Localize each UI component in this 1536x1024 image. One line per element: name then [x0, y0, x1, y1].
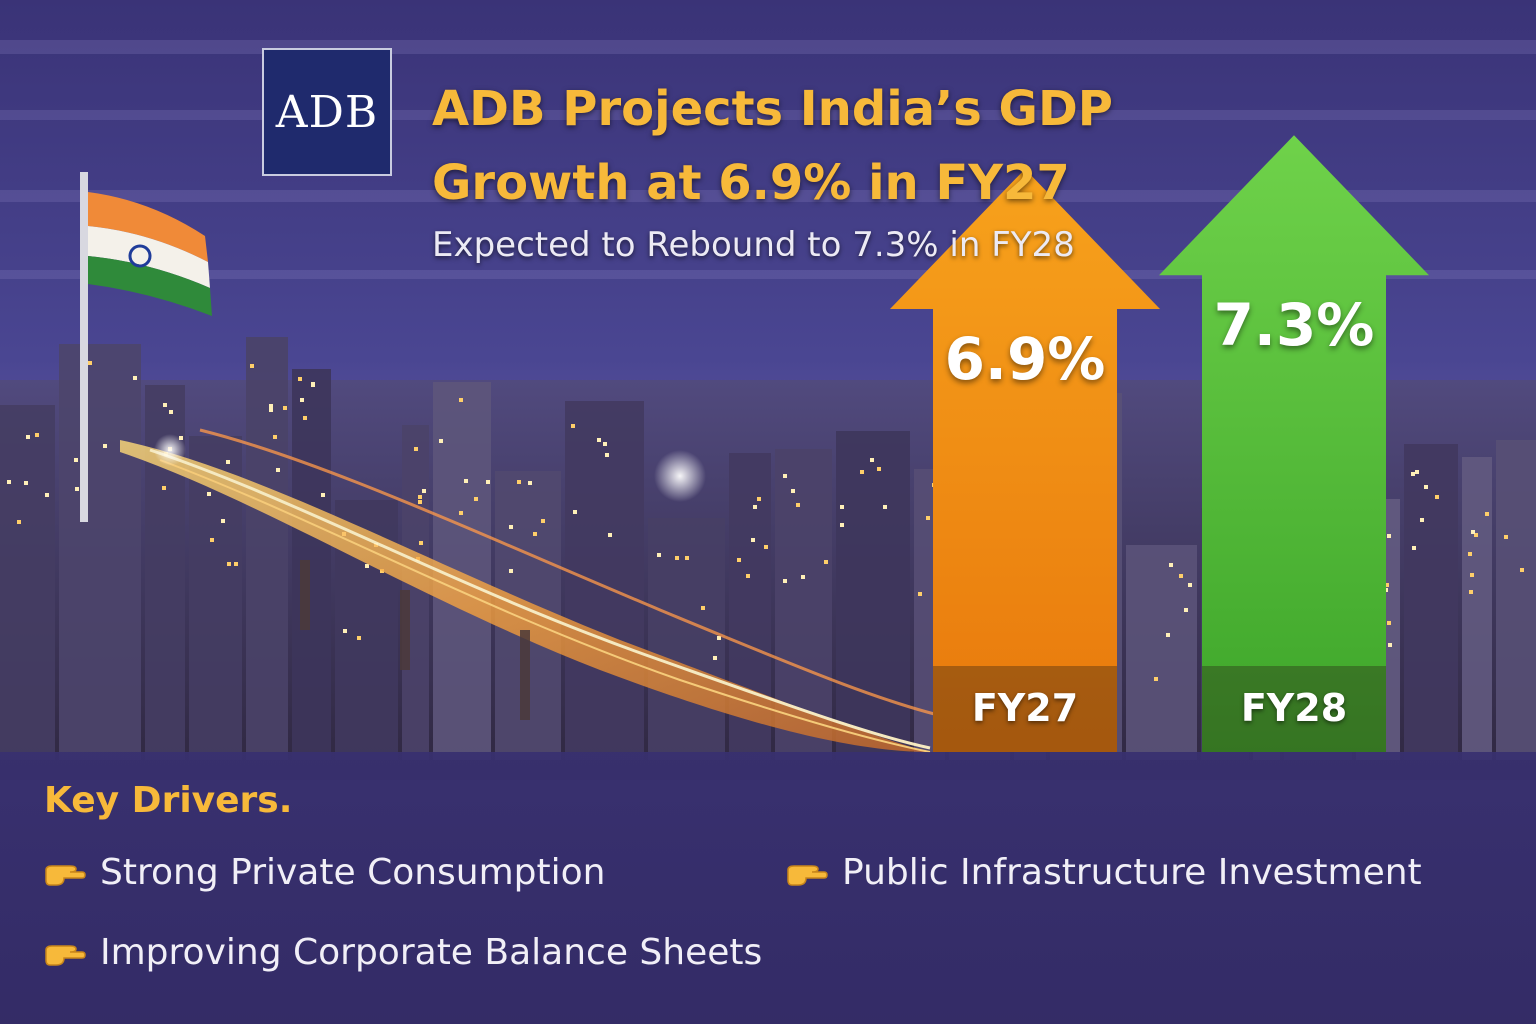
- driver-label: Improving Corporate Balance Sheets: [100, 932, 763, 973]
- driver-label: Strong Private Consumption: [100, 852, 606, 893]
- adb-logo-text: ADB: [275, 86, 379, 138]
- bar-category-label-fy28: FY28: [1240, 686, 1348, 730]
- driver-item: Improving Corporate Balance Sheets: [44, 932, 762, 973]
- bar-label-band-fy28: [1202, 666, 1386, 752]
- subheadline: Expected to Rebound to 7.3% in FY28: [432, 225, 1075, 265]
- headline: ADB Projects India’s GDP Growth at 6.9% …: [432, 72, 1232, 221]
- headline-line-1: ADB Projects India’s GDP: [432, 81, 1113, 137]
- bar-arrow-fy28: [1159, 135, 1429, 752]
- key-drivers-title: Key Drivers.: [44, 780, 293, 821]
- bar-category-label-fy27: FY27: [971, 686, 1079, 730]
- pointing-hand-icon: [787, 864, 828, 886]
- driver-item: Strong Private Consumption: [44, 852, 606, 893]
- india-flag-icon: [80, 172, 212, 522]
- pointing-hand-icon: [45, 864, 86, 886]
- headline-line-2: Growth at 6.9% in FY27: [432, 155, 1070, 212]
- bar-value-label-fy28: 7.3%: [1213, 291, 1375, 360]
- adb-logo: ADB: [262, 48, 392, 176]
- bar-arrow-fy27: [890, 168, 1160, 752]
- bar-value-label-fy27: 6.9%: [944, 324, 1106, 393]
- highway-light-trails: [120, 428, 961, 753]
- pointing-hand-icon: [45, 944, 86, 966]
- driver-label: Public Infrastructure Investment: [842, 852, 1422, 893]
- bar-label-band-fy27: [933, 666, 1117, 752]
- key-drivers-panel: [0, 752, 1536, 1024]
- driver-item: Public Infrastructure Investment: [786, 852, 1422, 893]
